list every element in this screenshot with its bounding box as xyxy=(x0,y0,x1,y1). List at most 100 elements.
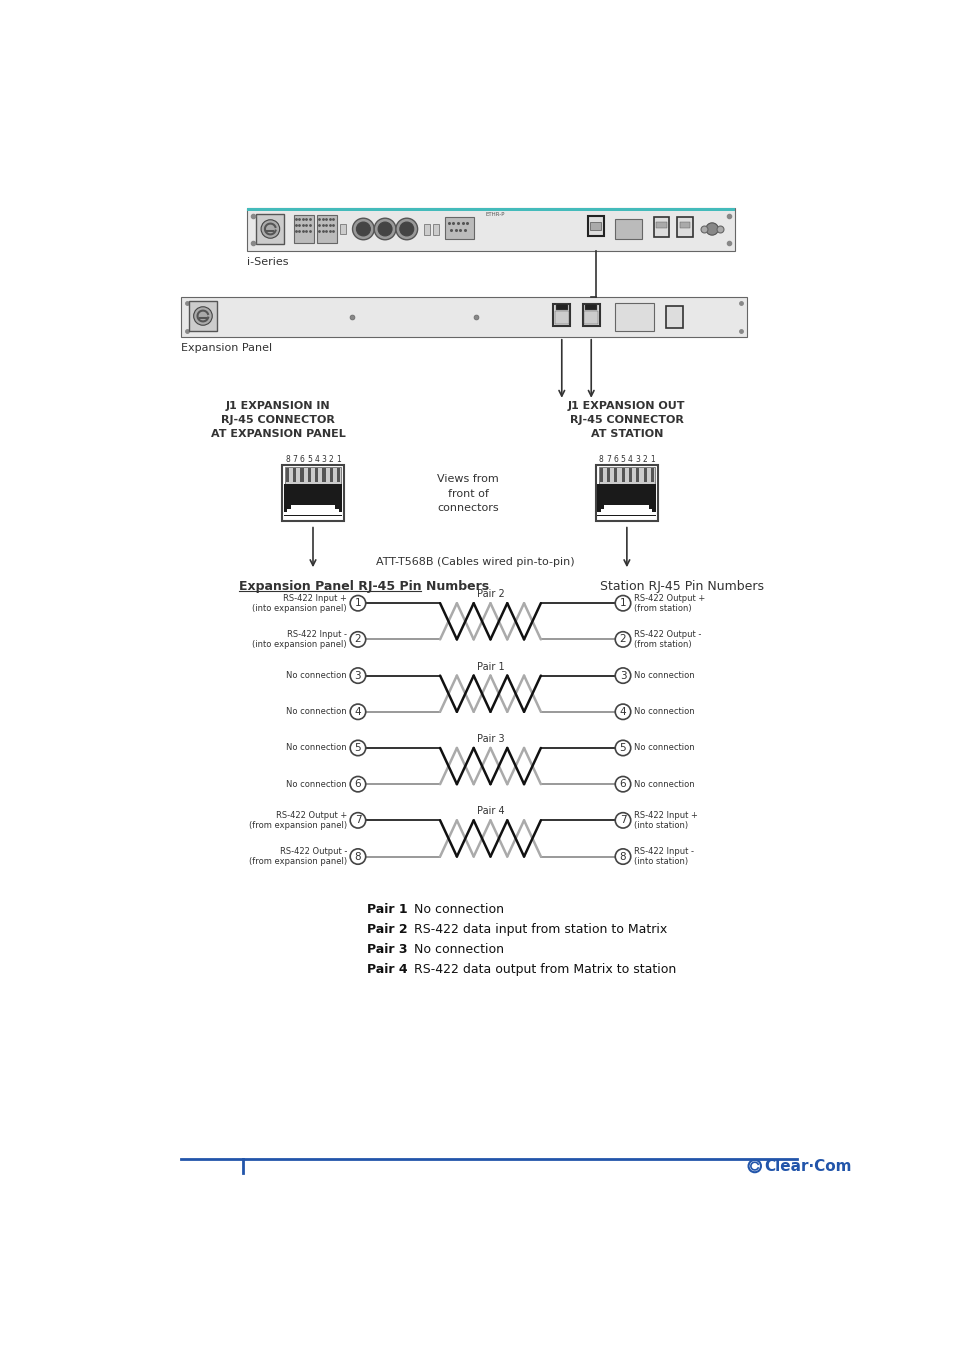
Bar xyxy=(247,208,735,251)
Bar xyxy=(286,468,289,482)
Circle shape xyxy=(615,668,630,683)
Bar xyxy=(587,216,603,236)
Text: Expansion Panel RJ-45 Pin Numbers: Expansion Panel RJ-45 Pin Numbers xyxy=(239,580,489,593)
Circle shape xyxy=(377,221,392,236)
Text: No connection: No connection xyxy=(633,707,694,717)
Text: No connection: No connection xyxy=(633,744,694,752)
Text: Pair 4: Pair 4 xyxy=(476,806,504,817)
Circle shape xyxy=(615,813,630,828)
Text: 4: 4 xyxy=(355,707,361,717)
Text: 4: 4 xyxy=(619,707,626,717)
Bar xyxy=(597,483,656,516)
Text: ETHR-P: ETHR-P xyxy=(485,212,505,217)
Text: RS-422 Input +
(into station): RS-422 Input + (into station) xyxy=(633,810,697,830)
Circle shape xyxy=(353,219,374,240)
Text: 8: 8 xyxy=(285,455,290,464)
Bar xyxy=(615,219,641,239)
Circle shape xyxy=(399,221,414,236)
Bar xyxy=(555,310,568,324)
Text: 2: 2 xyxy=(619,634,626,644)
Text: Clear·Com: Clear·Com xyxy=(763,1158,851,1173)
Text: No connection: No connection xyxy=(286,707,347,717)
Bar xyxy=(308,468,311,482)
Bar xyxy=(621,468,624,482)
Bar xyxy=(283,483,342,516)
Circle shape xyxy=(615,740,630,756)
Text: No connection: No connection xyxy=(633,780,694,788)
Text: Expansion Panel: Expansion Panel xyxy=(181,343,273,352)
Bar xyxy=(590,221,600,230)
Text: 5: 5 xyxy=(355,743,361,753)
Text: 1: 1 xyxy=(649,455,654,464)
Text: RS-422 Input -
(into station): RS-422 Input - (into station) xyxy=(633,846,693,867)
Bar xyxy=(553,305,570,325)
Bar xyxy=(604,505,649,512)
Bar xyxy=(433,224,439,235)
Text: 3: 3 xyxy=(321,455,326,464)
Bar xyxy=(599,468,602,482)
Bar xyxy=(636,468,639,482)
Bar xyxy=(615,302,654,331)
Text: 8: 8 xyxy=(598,455,603,464)
Bar xyxy=(189,301,216,331)
Bar xyxy=(650,468,654,482)
Text: 4: 4 xyxy=(627,455,632,464)
Circle shape xyxy=(705,223,718,235)
Circle shape xyxy=(615,849,630,864)
Circle shape xyxy=(193,306,212,325)
Text: 6: 6 xyxy=(355,779,361,790)
Text: 3: 3 xyxy=(355,671,361,680)
Text: 5: 5 xyxy=(619,743,626,753)
Text: 7: 7 xyxy=(355,815,361,825)
Text: i-Series: i-Series xyxy=(247,256,289,267)
Bar xyxy=(340,224,346,235)
Circle shape xyxy=(615,595,630,612)
Bar xyxy=(598,467,654,483)
Circle shape xyxy=(350,632,365,647)
Bar xyxy=(256,215,284,243)
Bar xyxy=(614,468,617,482)
Text: 8: 8 xyxy=(355,852,361,861)
Bar xyxy=(322,468,325,482)
Bar xyxy=(596,466,658,521)
Text: Pair 1: Pair 1 xyxy=(367,903,408,915)
Bar xyxy=(444,217,474,239)
Circle shape xyxy=(748,1160,760,1172)
Bar xyxy=(643,468,646,482)
Text: 7: 7 xyxy=(619,815,626,825)
Text: 7: 7 xyxy=(605,455,611,464)
Text: No connection: No connection xyxy=(414,903,503,915)
Text: RS-422 Output +
(from station): RS-422 Output + (from station) xyxy=(633,594,704,613)
Text: 2: 2 xyxy=(642,455,647,464)
Text: J1 EXPANSION IN
RJ-45 CONNECTOR
AT EXPANSION PANEL: J1 EXPANSION IN RJ-45 CONNECTOR AT EXPAN… xyxy=(211,401,345,439)
Text: Pair 2: Pair 2 xyxy=(476,590,504,599)
Bar xyxy=(285,467,340,483)
Text: Pair 3: Pair 3 xyxy=(367,942,407,956)
Bar xyxy=(314,468,318,482)
Text: RS-422 data input from station to Matrix: RS-422 data input from station to Matrix xyxy=(414,923,666,936)
Circle shape xyxy=(350,813,365,828)
Text: Pair 3: Pair 3 xyxy=(476,734,504,744)
Bar xyxy=(294,215,314,243)
Circle shape xyxy=(356,221,370,236)
Bar xyxy=(336,468,340,482)
Text: 1: 1 xyxy=(619,598,626,609)
Bar xyxy=(654,217,669,236)
Circle shape xyxy=(261,220,279,238)
Bar xyxy=(300,468,303,482)
Circle shape xyxy=(350,668,365,683)
Bar xyxy=(584,305,597,310)
Text: 2: 2 xyxy=(329,455,334,464)
Bar xyxy=(330,468,333,482)
Text: 5: 5 xyxy=(307,455,312,464)
Text: RS-422 Input -
(into expansion panel): RS-422 Input - (into expansion panel) xyxy=(253,629,347,649)
Text: 1: 1 xyxy=(355,598,361,609)
Text: ©: © xyxy=(746,1160,759,1173)
Bar xyxy=(597,512,656,514)
Text: 7: 7 xyxy=(292,455,296,464)
Circle shape xyxy=(350,740,365,756)
Text: 3: 3 xyxy=(619,671,626,680)
Text: J1 EXPANSION OUT
RJ-45 CONNECTOR
AT STATION: J1 EXPANSION OUT RJ-45 CONNECTOR AT STAT… xyxy=(568,401,685,439)
Bar xyxy=(291,505,335,512)
Circle shape xyxy=(615,705,630,720)
